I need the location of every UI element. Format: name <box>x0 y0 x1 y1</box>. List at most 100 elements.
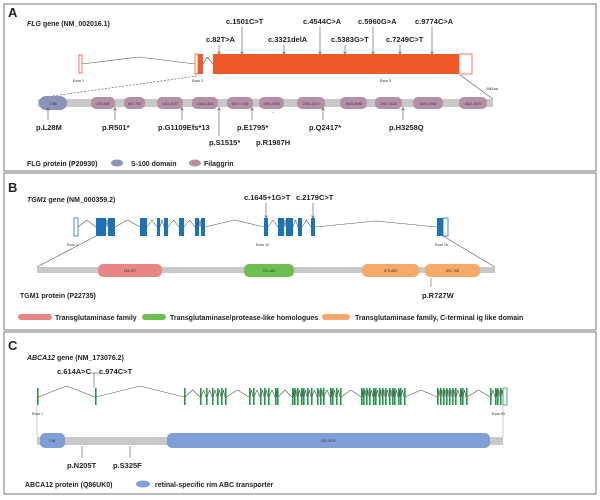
panel-a-border <box>3 3 597 172</box>
abca12-gene-title: ABCA12 gene (NM_173076.2) <box>26 355 124 362</box>
zoom-line <box>459 74 494 100</box>
intron <box>223 389 226 398</box>
protein-label: TGM1 protein (P22735) <box>20 293 96 300</box>
intron <box>452 389 455 398</box>
intron <box>127 219 141 228</box>
filaggrin-repeat <box>297 97 325 109</box>
legend-s100-swatch <box>111 159 123 167</box>
exon <box>225 388 227 405</box>
intron <box>375 389 378 398</box>
intron <box>212 389 216 398</box>
intron <box>362 389 364 398</box>
filaggrin-repeat <box>124 97 145 109</box>
exon-label: Exon 2 <box>192 79 203 83</box>
exon-2 <box>198 54 203 74</box>
domain <box>167 433 490 448</box>
arrow-head-icon <box>430 51 434 55</box>
intron <box>192 389 201 398</box>
exon <box>37 388 39 405</box>
intron <box>219 389 222 398</box>
arrow-head-icon <box>113 107 117 111</box>
intron <box>444 389 447 398</box>
mutation-label: c.614A>C <box>57 367 92 376</box>
legend-label: Transglutaminase/protease-like homologue… <box>170 315 318 322</box>
intron <box>336 389 339 398</box>
domain-range: 2967-3022 <box>380 102 397 106</box>
domain <box>425 264 480 277</box>
domain-range: 575-683 <box>384 269 397 273</box>
mutation-label: c.1501C>T <box>226 17 264 26</box>
intron <box>159 219 163 228</box>
intron <box>260 389 263 398</box>
domain <box>98 264 162 277</box>
intron <box>461 389 463 398</box>
exon <box>249 388 251 405</box>
intron <box>307 389 310 398</box>
intron <box>138 56 196 65</box>
intron <box>234 219 265 228</box>
legend-red-swatch <box>18 314 52 320</box>
exon-label: Exon 1 <box>67 243 78 247</box>
intron <box>306 219 312 228</box>
intron <box>264 389 267 398</box>
filaggrin-repeat <box>459 97 487 109</box>
intron <box>500 389 503 398</box>
intron <box>271 389 276 398</box>
domain-range: 115-227 <box>124 269 137 273</box>
legend-label: S-100 domain <box>131 161 177 168</box>
exon <box>490 388 492 405</box>
intron <box>450 389 453 398</box>
exon <box>201 218 205 236</box>
legend-orange-swatch <box>322 314 350 320</box>
zoom-line <box>44 75 198 98</box>
domain-range: 697-763 <box>128 102 141 106</box>
arrow-head-icon <box>311 215 315 219</box>
intron <box>371 389 374 398</box>
panel-b-border <box>3 172 597 331</box>
intron <box>184 389 193 398</box>
arrow-head-icon <box>371 51 375 55</box>
exon <box>260 388 262 405</box>
intron <box>420 389 438 398</box>
exon <box>195 218 199 236</box>
intron <box>284 219 287 228</box>
filaggrin-repeat <box>375 97 402 109</box>
intron <box>262 389 265 398</box>
intron <box>203 389 207 398</box>
panel-c-border <box>3 331 597 495</box>
filaggrin-repeat <box>227 97 253 109</box>
exon-1 <box>78 54 83 74</box>
s100-domain <box>39 96 67 110</box>
intron <box>492 389 496 398</box>
intron <box>151 219 158 228</box>
intron <box>318 389 321 398</box>
exon-15-utr <box>442 217 449 237</box>
intron <box>81 56 140 65</box>
intron <box>303 389 306 398</box>
intron <box>214 389 218 398</box>
domain <box>362 264 419 277</box>
intron <box>249 389 252 398</box>
exon <box>278 218 284 236</box>
intron <box>466 389 479 398</box>
intron <box>320 389 323 398</box>
intron <box>183 219 190 228</box>
intron <box>237 389 250 398</box>
exon <box>323 388 325 405</box>
exon <box>311 388 313 405</box>
intron <box>385 389 388 398</box>
domain-range: 1022-1077 <box>162 102 179 106</box>
exon-3 <box>213 54 459 74</box>
intron <box>106 219 109 228</box>
protein-mutation-label: p.G1109Efs*13 <box>158 123 210 132</box>
legend-swatch <box>136 480 150 488</box>
intron <box>453 389 456 398</box>
exon <box>200 388 202 405</box>
arrow-head-icon <box>321 107 325 111</box>
panel-c-letter: C <box>8 338 18 353</box>
exon-3-utr <box>458 53 473 75</box>
exon <box>286 218 293 236</box>
protein-mutation-label: p.S325F <box>113 461 142 470</box>
intron <box>497 389 500 398</box>
intron <box>404 389 422 398</box>
